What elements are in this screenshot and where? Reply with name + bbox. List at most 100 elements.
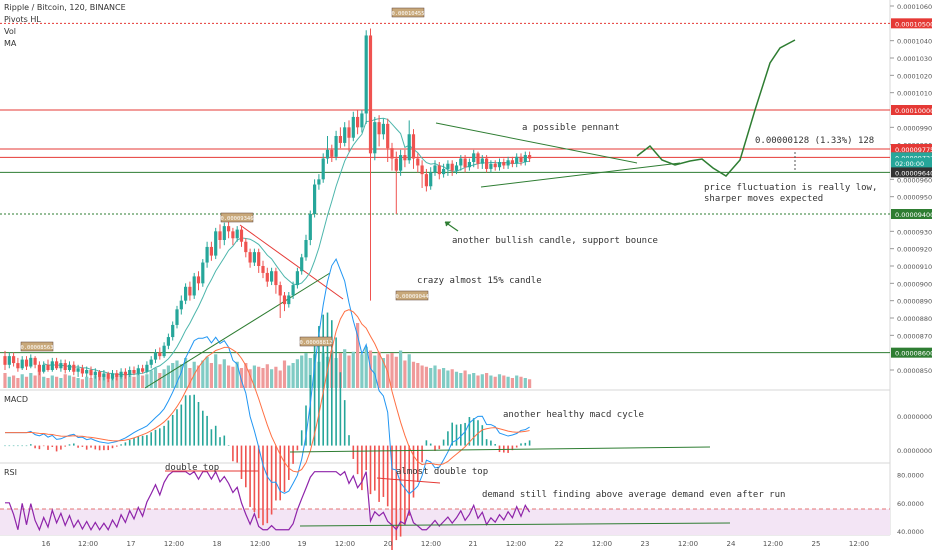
candle-body-31 xyxy=(136,368,140,374)
volume-bar-101 xyxy=(437,369,441,388)
volume-bar-5 xyxy=(24,376,29,388)
macd-hist-11 xyxy=(51,445,54,447)
candle-body-54 xyxy=(235,229,239,239)
macd-hist-109 xyxy=(472,418,475,446)
time-tick-label: 17 xyxy=(127,540,136,548)
time-tick-label: 12:00 xyxy=(78,540,98,548)
volume-bar-0 xyxy=(3,373,7,388)
volume-bar-54 xyxy=(235,361,239,388)
time-tick-label: 18 xyxy=(213,540,222,548)
macd-hist-30 xyxy=(133,437,135,446)
indicator-pivots: Pivots HL xyxy=(4,15,41,24)
macd-hist-61 xyxy=(266,445,269,524)
candle-body-121 xyxy=(523,155,527,162)
volume-bar-53 xyxy=(231,366,235,388)
candle-body-57 xyxy=(248,252,252,263)
price-badge-label-0: 0.00010500 xyxy=(895,20,932,28)
time-tick-label: 16 xyxy=(42,540,51,548)
time-tick-label: 12:00 xyxy=(678,540,698,548)
indicator-ma: MA xyxy=(4,39,17,48)
volume-bar-9 xyxy=(42,376,46,388)
macd-hist-14 xyxy=(64,445,66,447)
macd-line xyxy=(5,258,530,495)
macd-hist-16 xyxy=(73,443,75,446)
pivot-label-2: 0.00008812 xyxy=(299,336,333,347)
pivot-bg xyxy=(395,290,429,301)
volume-bar-18 xyxy=(80,379,84,388)
candle-body-36 xyxy=(158,352,162,357)
trendline-2 xyxy=(435,122,638,164)
macd-hist-23 xyxy=(103,445,105,451)
volume-bar-8 xyxy=(37,370,41,388)
time-tick-label: 20 xyxy=(384,540,393,548)
candle-body-106 xyxy=(459,158,463,166)
volume-bar-6 xyxy=(29,373,33,388)
candle-body-70 xyxy=(304,240,308,258)
price-badge-label-5: 0.00009640 xyxy=(895,169,932,177)
pivot-bg xyxy=(220,212,254,223)
candle-body-53 xyxy=(231,231,235,239)
trendline-1 xyxy=(144,272,331,389)
volume-bar-115 xyxy=(497,374,502,388)
volume-bar-38 xyxy=(166,365,170,388)
volume-bar-48 xyxy=(209,363,213,388)
macd-axis: 0.0000000 0.0000000 xyxy=(897,413,932,455)
candle-body-93 xyxy=(403,155,407,161)
time-tick-label: 12:00 xyxy=(250,540,270,548)
pivot-label-4: 0.00009044 xyxy=(395,290,429,301)
volume-bar-82 xyxy=(356,323,360,388)
macd-hist-5 xyxy=(25,445,28,447)
macd-hist-85 xyxy=(369,445,372,495)
price-badge-label-7: 0.00008600 xyxy=(895,350,932,358)
candle-body-117 xyxy=(506,160,510,166)
candle-body-110 xyxy=(476,153,480,164)
macd-hist-12 xyxy=(55,445,58,452)
time-tick-label: 21 xyxy=(469,540,478,548)
macd-title: MACD xyxy=(4,395,28,404)
horizontal-levels xyxy=(0,22,890,354)
candle-body-89 xyxy=(386,123,390,149)
macd-hist-93 xyxy=(404,445,406,525)
macd-hist-8 xyxy=(38,445,41,450)
candle-body-77 xyxy=(334,136,338,157)
volume-bar-25 xyxy=(110,375,115,388)
candle-body-61 xyxy=(265,272,269,282)
volume-bar-51 xyxy=(222,359,226,388)
candle-body-9 xyxy=(42,364,46,372)
time-tick-label: 25 xyxy=(812,540,821,548)
volume-bar-35 xyxy=(153,368,158,388)
candle-body-81 xyxy=(351,116,355,138)
candle-body-120 xyxy=(519,156,523,162)
annotation-arrowhead xyxy=(445,221,452,227)
macd-hist-74 xyxy=(322,314,324,446)
candle-body-49 xyxy=(214,231,218,256)
macd-hist-58 xyxy=(253,445,256,512)
macd-hist-39 xyxy=(171,414,174,446)
macd-hist-47 xyxy=(206,415,208,446)
candle-body-108 xyxy=(467,162,471,168)
candle-body-92 xyxy=(399,155,403,171)
candle-body-56 xyxy=(244,241,248,253)
volume-bar-3 xyxy=(16,378,20,388)
volume-bar-1 xyxy=(7,376,11,388)
volume-bar-52 xyxy=(227,365,231,388)
volume-bar-88 xyxy=(381,358,385,388)
macd-hist-3 xyxy=(17,445,19,447)
rsi-title: RSI xyxy=(4,468,17,477)
candle-body-14 xyxy=(63,363,67,370)
rsi-support-line xyxy=(299,522,731,527)
volume-bar-111 xyxy=(480,374,484,388)
volume-bar-27 xyxy=(119,376,123,388)
volume-bar-69 xyxy=(300,355,304,388)
volume-bar-117 xyxy=(506,376,510,388)
volume-bar-100 xyxy=(433,365,437,388)
macd-hist-46 xyxy=(202,410,204,446)
pivot-labels: 0.00008563 0.00009346 0.00008812 0.00010455… xyxy=(20,7,429,352)
candle-body-111 xyxy=(480,158,484,164)
macd-hist-121 xyxy=(524,442,527,446)
macd-hist-100 xyxy=(434,445,436,451)
macd-hist-98 xyxy=(425,440,428,446)
macd-hist-2 xyxy=(12,445,15,447)
